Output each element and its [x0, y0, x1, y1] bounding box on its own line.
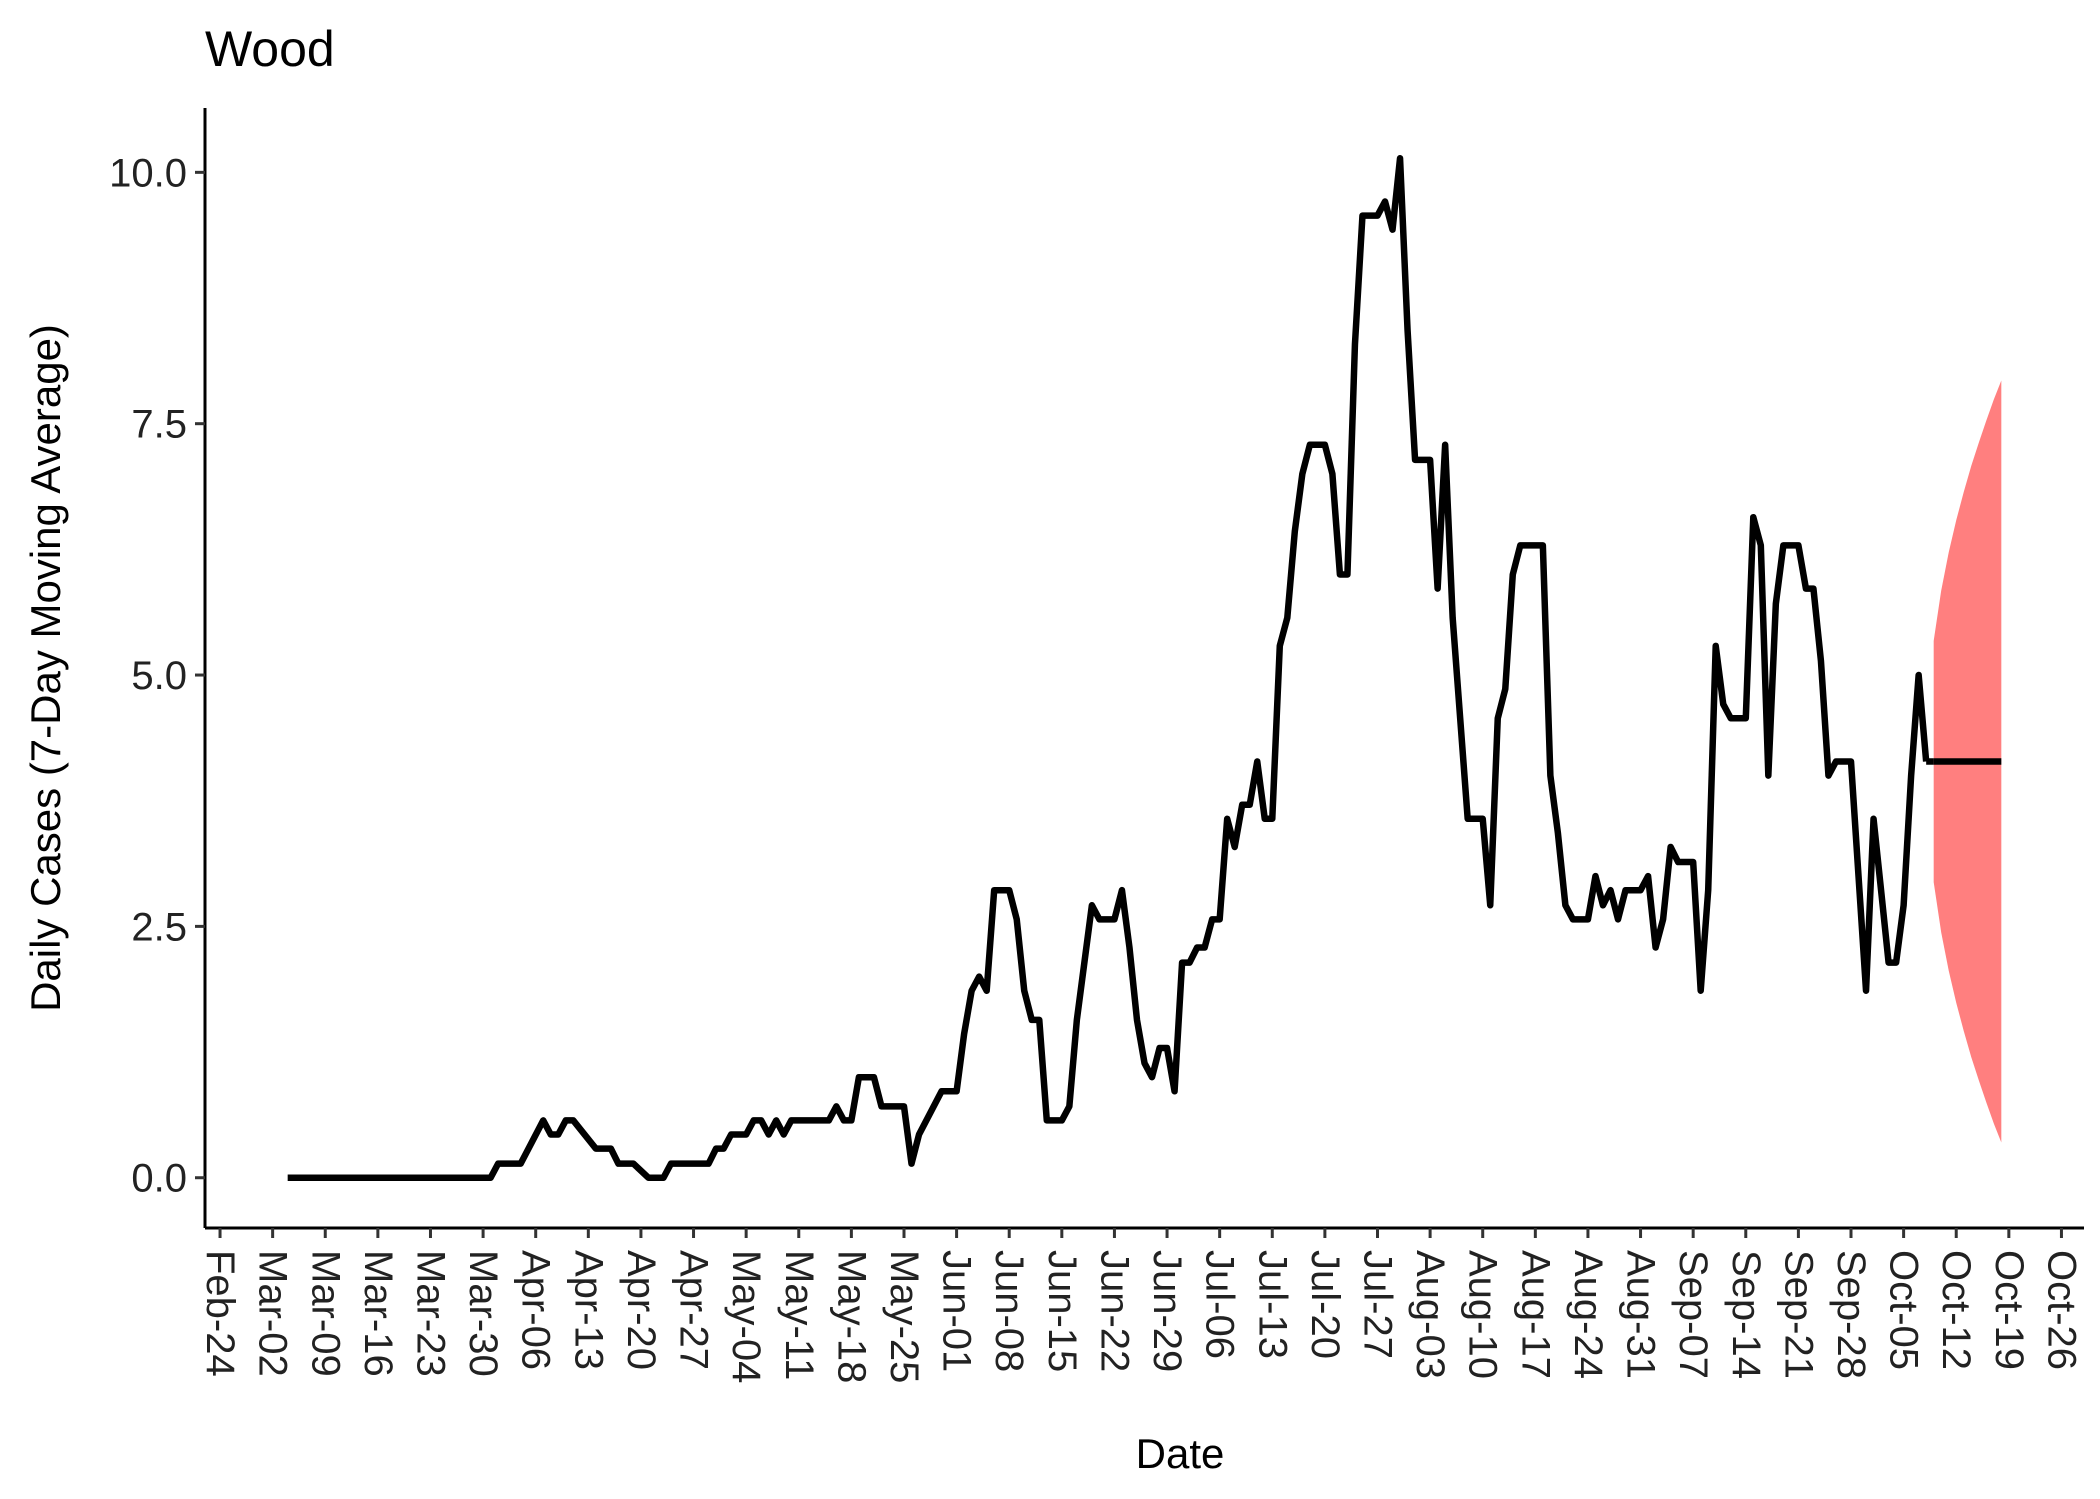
y-tick-label: 2.5 [131, 905, 187, 949]
x-tick-label: Jul-06 [1198, 1250, 1242, 1359]
x-tick-label: Jun-08 [987, 1250, 1031, 1372]
x-tick-label: Oct-12 [1934, 1250, 1978, 1370]
x-tick-label: May-18 [829, 1250, 873, 1383]
x-tick-label: May-11 [777, 1250, 821, 1380]
x-tick-label: Oct-19 [1987, 1250, 2031, 1370]
x-tick-label: Jun-29 [1145, 1250, 1189, 1372]
x-tick-label: Sep-21 [1776, 1250, 1820, 1379]
y-tick-label: 7.5 [131, 403, 187, 447]
x-tick-label: Aug-31 [1619, 1250, 1663, 1379]
x-tick-label: Aug-17 [1513, 1250, 1557, 1379]
x-tick-label: Mar-23 [408, 1250, 452, 1377]
x-tick-label: Apr-20 [619, 1250, 663, 1370]
x-tick-label: Sep-28 [1829, 1250, 1873, 1379]
x-tick-label: Jul-27 [1355, 1250, 1399, 1359]
x-tick-label: May-04 [724, 1250, 768, 1383]
x-tick-label: Jun-15 [1040, 1250, 1084, 1372]
y-tick-label: 0.0 [131, 1157, 187, 1201]
x-tick-label: Sep-07 [1671, 1250, 1715, 1379]
x-tick-label: Aug-03 [1408, 1250, 1452, 1379]
chart-title: Wood [205, 21, 335, 77]
x-tick-label: Sep-14 [1724, 1250, 1768, 1379]
x-tick-label: Feb-24 [198, 1250, 242, 1377]
y-tick-label: 5.0 [131, 654, 187, 698]
x-tick-label: Jul-20 [1303, 1250, 1347, 1359]
y-tick-label: 10.0 [109, 151, 187, 195]
x-tick-label: Oct-26 [2039, 1250, 2083, 1370]
data-line [287, 155, 1930, 1181]
x-tick-label: Apr-27 [672, 1250, 716, 1370]
y-axis-title: Daily Cases (7-Day Moving Average) [22, 324, 69, 1012]
x-tick-label: Aug-24 [1566, 1250, 1610, 1379]
x-axis-title: Date [1136, 1430, 1225, 1477]
x-tick-label: Jun-22 [1092, 1250, 1136, 1372]
x-tick-label: Oct-05 [1882, 1250, 1926, 1370]
x-tick-label: Mar-02 [251, 1250, 295, 1377]
x-tick-label: Mar-09 [303, 1250, 347, 1377]
x-tick-label: Jul-13 [1250, 1250, 1294, 1359]
x-tick-label: Mar-16 [356, 1250, 400, 1377]
x-tick-label: Aug-10 [1461, 1250, 1505, 1379]
x-tick-label: Jun-01 [935, 1250, 979, 1372]
x-tick-label: Mar-30 [461, 1250, 505, 1377]
x-tick-label: Apr-06 [514, 1250, 558, 1370]
x-tick-label: May-25 [882, 1250, 926, 1383]
x-tick-label: Apr-13 [566, 1250, 610, 1370]
